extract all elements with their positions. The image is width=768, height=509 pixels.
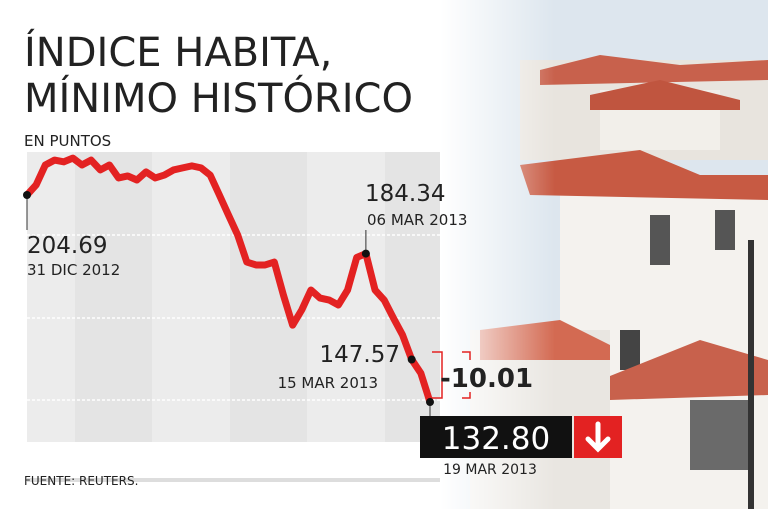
down-arrow — [585, 421, 611, 453]
date-label: 31 DIC 2012 — [27, 261, 120, 279]
value-label: 184.34 — [365, 181, 445, 207]
point — [426, 398, 434, 407]
date-label: 19 MAR 2013 — [443, 462, 537, 478]
subtitle: EN PUNTOS — [24, 132, 111, 150]
value-label: 147.57 — [320, 342, 400, 368]
value-label: 204.69 — [27, 233, 107, 259]
change-label: -10.01 — [440, 364, 533, 394]
point — [23, 190, 31, 199]
value-label: 132.80 — [442, 421, 550, 457]
point — [361, 249, 370, 258]
plot-background — [27, 152, 440, 482]
date-label: 06 MAR 2013 — [367, 211, 467, 229]
chart-title: MÍNIMO HISTÓRICO — [24, 74, 413, 122]
date-label: 15 MAR 2013 — [278, 374, 378, 392]
source: FUENTE: REUTERS. — [24, 474, 138, 488]
value-box — [420, 416, 572, 458]
point — [407, 355, 416, 364]
chart-title: ÍNDICE HABITA, — [24, 28, 332, 76]
change-bracket — [432, 351, 471, 399]
